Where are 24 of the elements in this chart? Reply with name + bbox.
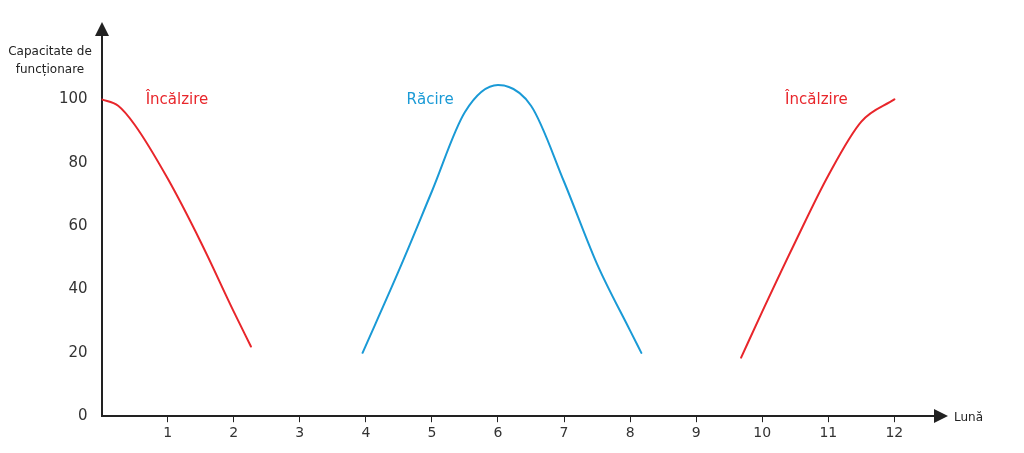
y-axis-title: Capacitate de funcționare xyxy=(8,44,92,77)
y-tick-label: 60 xyxy=(68,215,88,234)
x-tick-label: 12 xyxy=(885,424,904,441)
x-tick-label: 7 xyxy=(559,424,569,441)
y-tick-label: 40 xyxy=(68,279,88,298)
x-tick-label: 3 xyxy=(295,424,305,441)
x-tick-label: 2 xyxy=(229,424,239,441)
x-tick-label: 9 xyxy=(691,424,701,441)
x-tick-label: 11 xyxy=(819,424,838,441)
x-tick-label: 6 xyxy=(493,424,503,441)
x-tick-label: 8 xyxy=(625,424,635,441)
y-tick-label: 80 xyxy=(68,152,88,171)
series-label: Răcire xyxy=(406,90,454,109)
x-tick-label: 1 xyxy=(163,424,173,441)
line-series xyxy=(361,84,643,354)
y-tick-label: 0 xyxy=(78,406,88,425)
x-tick-label: 5 xyxy=(427,424,437,441)
x-tick-label: 10 xyxy=(753,424,772,441)
x-tick-label: 4 xyxy=(361,424,371,441)
y-tick-label: 20 xyxy=(68,342,88,361)
series-label: Încălzire xyxy=(784,89,848,109)
x-axis-title: Lună xyxy=(954,410,984,425)
y-tick-label: 100 xyxy=(58,89,88,108)
series-label: Încălzire xyxy=(144,89,209,109)
